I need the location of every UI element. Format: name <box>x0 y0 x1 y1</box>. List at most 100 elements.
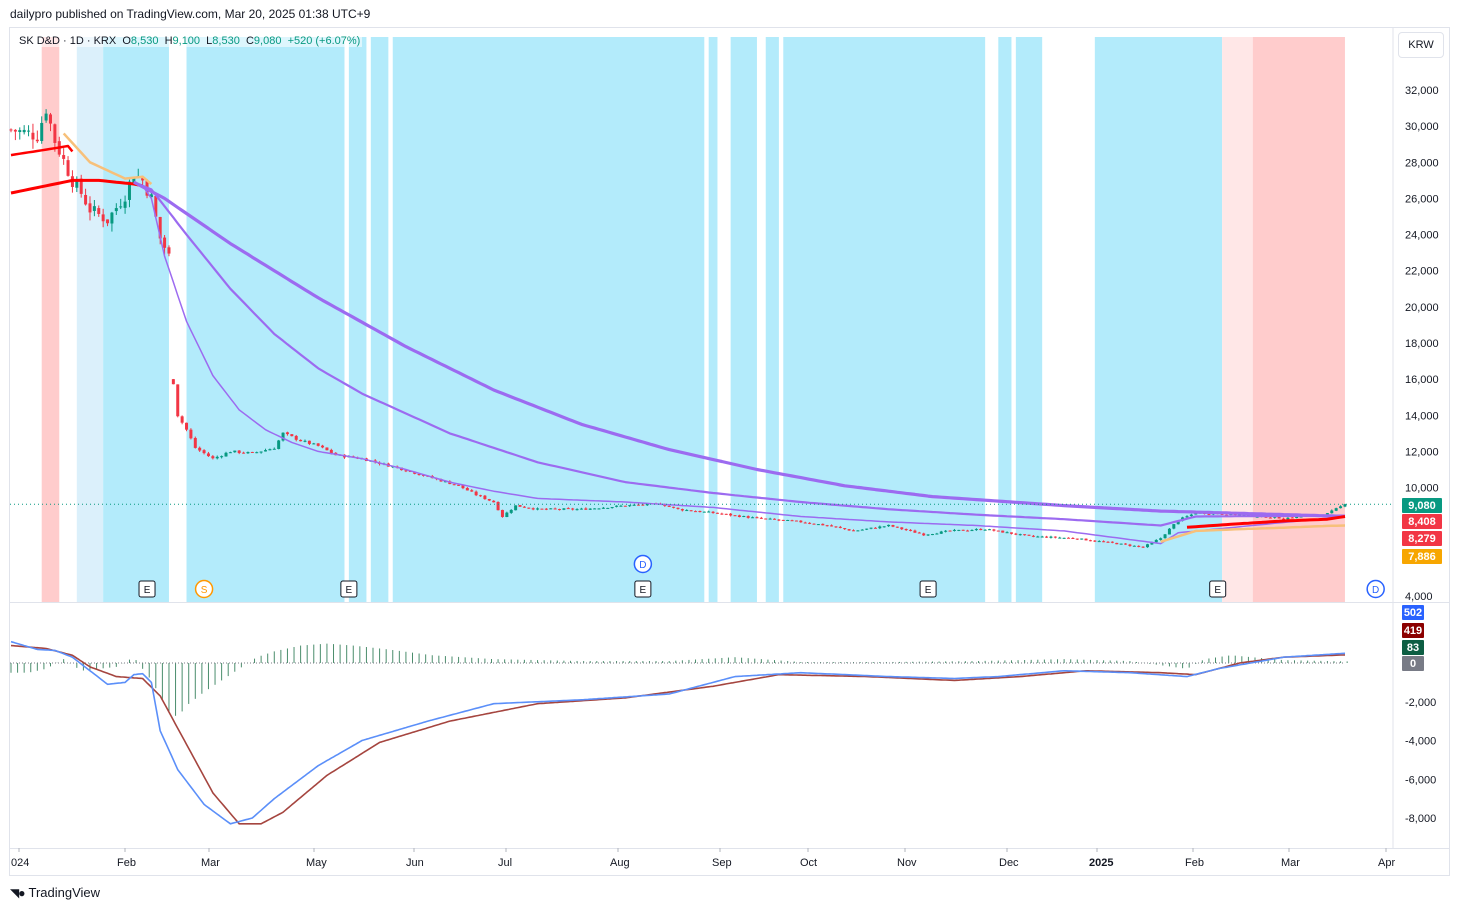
candle <box>799 520 803 523</box>
candle <box>62 148 66 165</box>
legend-interval[interactable]: 1D <box>69 35 84 47</box>
candle <box>786 519 790 521</box>
earnings-marker[interactable]: E <box>138 580 156 598</box>
candle <box>198 446 202 452</box>
candle <box>13 129 17 141</box>
earnings-marker[interactable]: E <box>634 580 652 598</box>
candle <box>474 490 478 497</box>
price-axis-tick: 24,000 <box>1405 230 1439 242</box>
candle <box>294 434 298 442</box>
candle <box>171 378 175 385</box>
earnings-marker[interactable]: E <box>1209 580 1227 598</box>
candle <box>31 123 35 149</box>
price-axis-tick: 10,000 <box>1405 483 1439 495</box>
candle <box>123 195 127 214</box>
candle <box>698 510 702 513</box>
candle <box>873 527 877 529</box>
background-band <box>1252 37 1345 602</box>
candle <box>966 529 970 532</box>
svg-text:0: 0 <box>1410 658 1416 670</box>
candle <box>522 506 526 508</box>
candle <box>303 439 307 443</box>
candle <box>1185 515 1189 518</box>
candle <box>961 529 965 531</box>
candle <box>1053 536 1057 539</box>
svg-text:E: E <box>144 585 151 596</box>
candle <box>944 530 948 533</box>
candle <box>1132 545 1136 547</box>
price-pane[interactable] <box>9 37 1394 602</box>
candle <box>733 515 737 517</box>
candle <box>856 530 860 532</box>
split-marker[interactable]: S <box>194 579 214 599</box>
candle <box>487 498 491 502</box>
candle <box>1106 541 1110 543</box>
dividend-marker[interactable]: D <box>1366 579 1385 599</box>
candle <box>1145 543 1149 548</box>
time-axis-tick: Nov <box>897 857 917 869</box>
candle <box>764 518 768 520</box>
candle <box>114 203 118 215</box>
candle <box>794 520 798 522</box>
footer-brand[interactable]: ◥● TradingView <box>10 885 100 900</box>
candle <box>808 522 812 525</box>
candle <box>812 523 816 525</box>
candle <box>575 508 579 511</box>
series-value-label: 8,408 <box>1402 514 1442 529</box>
time-axis-tick: Sep <box>712 857 732 869</box>
candle <box>610 506 614 509</box>
candle <box>917 531 921 534</box>
candle <box>1159 537 1163 541</box>
candle <box>1163 533 1167 539</box>
legend-symbol[interactable]: SK D&D <box>19 35 60 47</box>
currency-button[interactable]: KRW <box>1398 32 1444 58</box>
candle <box>1067 537 1071 539</box>
earnings-marker[interactable]: E <box>919 580 937 598</box>
candle <box>1119 543 1123 545</box>
background-band <box>41 37 60 602</box>
legend-open: 8,530 <box>130 35 159 47</box>
legend-change: +520 (+6.07%) <box>287 35 361 47</box>
candle <box>891 524 895 528</box>
candle <box>939 530 943 534</box>
candle <box>259 451 263 454</box>
price-axis-tick: 30,000 <box>1405 121 1439 133</box>
svg-text:E: E <box>346 585 353 596</box>
candle <box>35 130 39 144</box>
candle <box>974 528 978 531</box>
candle <box>48 112 52 132</box>
time-axis-tick: 024 <box>11 857 29 869</box>
ema-red-line <box>10 178 143 195</box>
price-axis-tick: 18,000 <box>1405 338 1439 350</box>
time-axis-tick: May <box>306 857 327 869</box>
candle <box>549 508 553 510</box>
svg-text:502: 502 <box>1404 607 1422 619</box>
candle <box>9 128 13 133</box>
price-axis-tick: 4,000 <box>1405 591 1433 603</box>
candle <box>742 515 746 518</box>
candle <box>180 415 184 425</box>
candle <box>1027 534 1031 536</box>
candle <box>615 505 619 508</box>
macd-pane[interactable] <box>10 640 1348 825</box>
candle <box>768 517 772 520</box>
candle <box>623 505 627 507</box>
candle <box>1075 538 1079 540</box>
candle <box>606 507 610 509</box>
candle <box>1023 534 1027 536</box>
svg-text:E: E <box>640 585 647 596</box>
candle <box>479 494 483 497</box>
price-axis-tick: 22,000 <box>1405 266 1439 278</box>
candle <box>1343 503 1347 508</box>
price-axis-tick: 26,000 <box>1405 193 1439 205</box>
candle <box>215 455 219 460</box>
dividend-marker[interactable]: D <box>633 554 653 574</box>
candle <box>321 444 325 449</box>
candle <box>702 511 706 513</box>
macd-axis-tick: -4,000 <box>1405 736 1436 748</box>
macd-value-label: 502 <box>1402 605 1424 620</box>
ema-red-end-line <box>1186 515 1346 529</box>
earnings-marker[interactable]: E <box>340 580 358 598</box>
candle <box>92 200 96 217</box>
